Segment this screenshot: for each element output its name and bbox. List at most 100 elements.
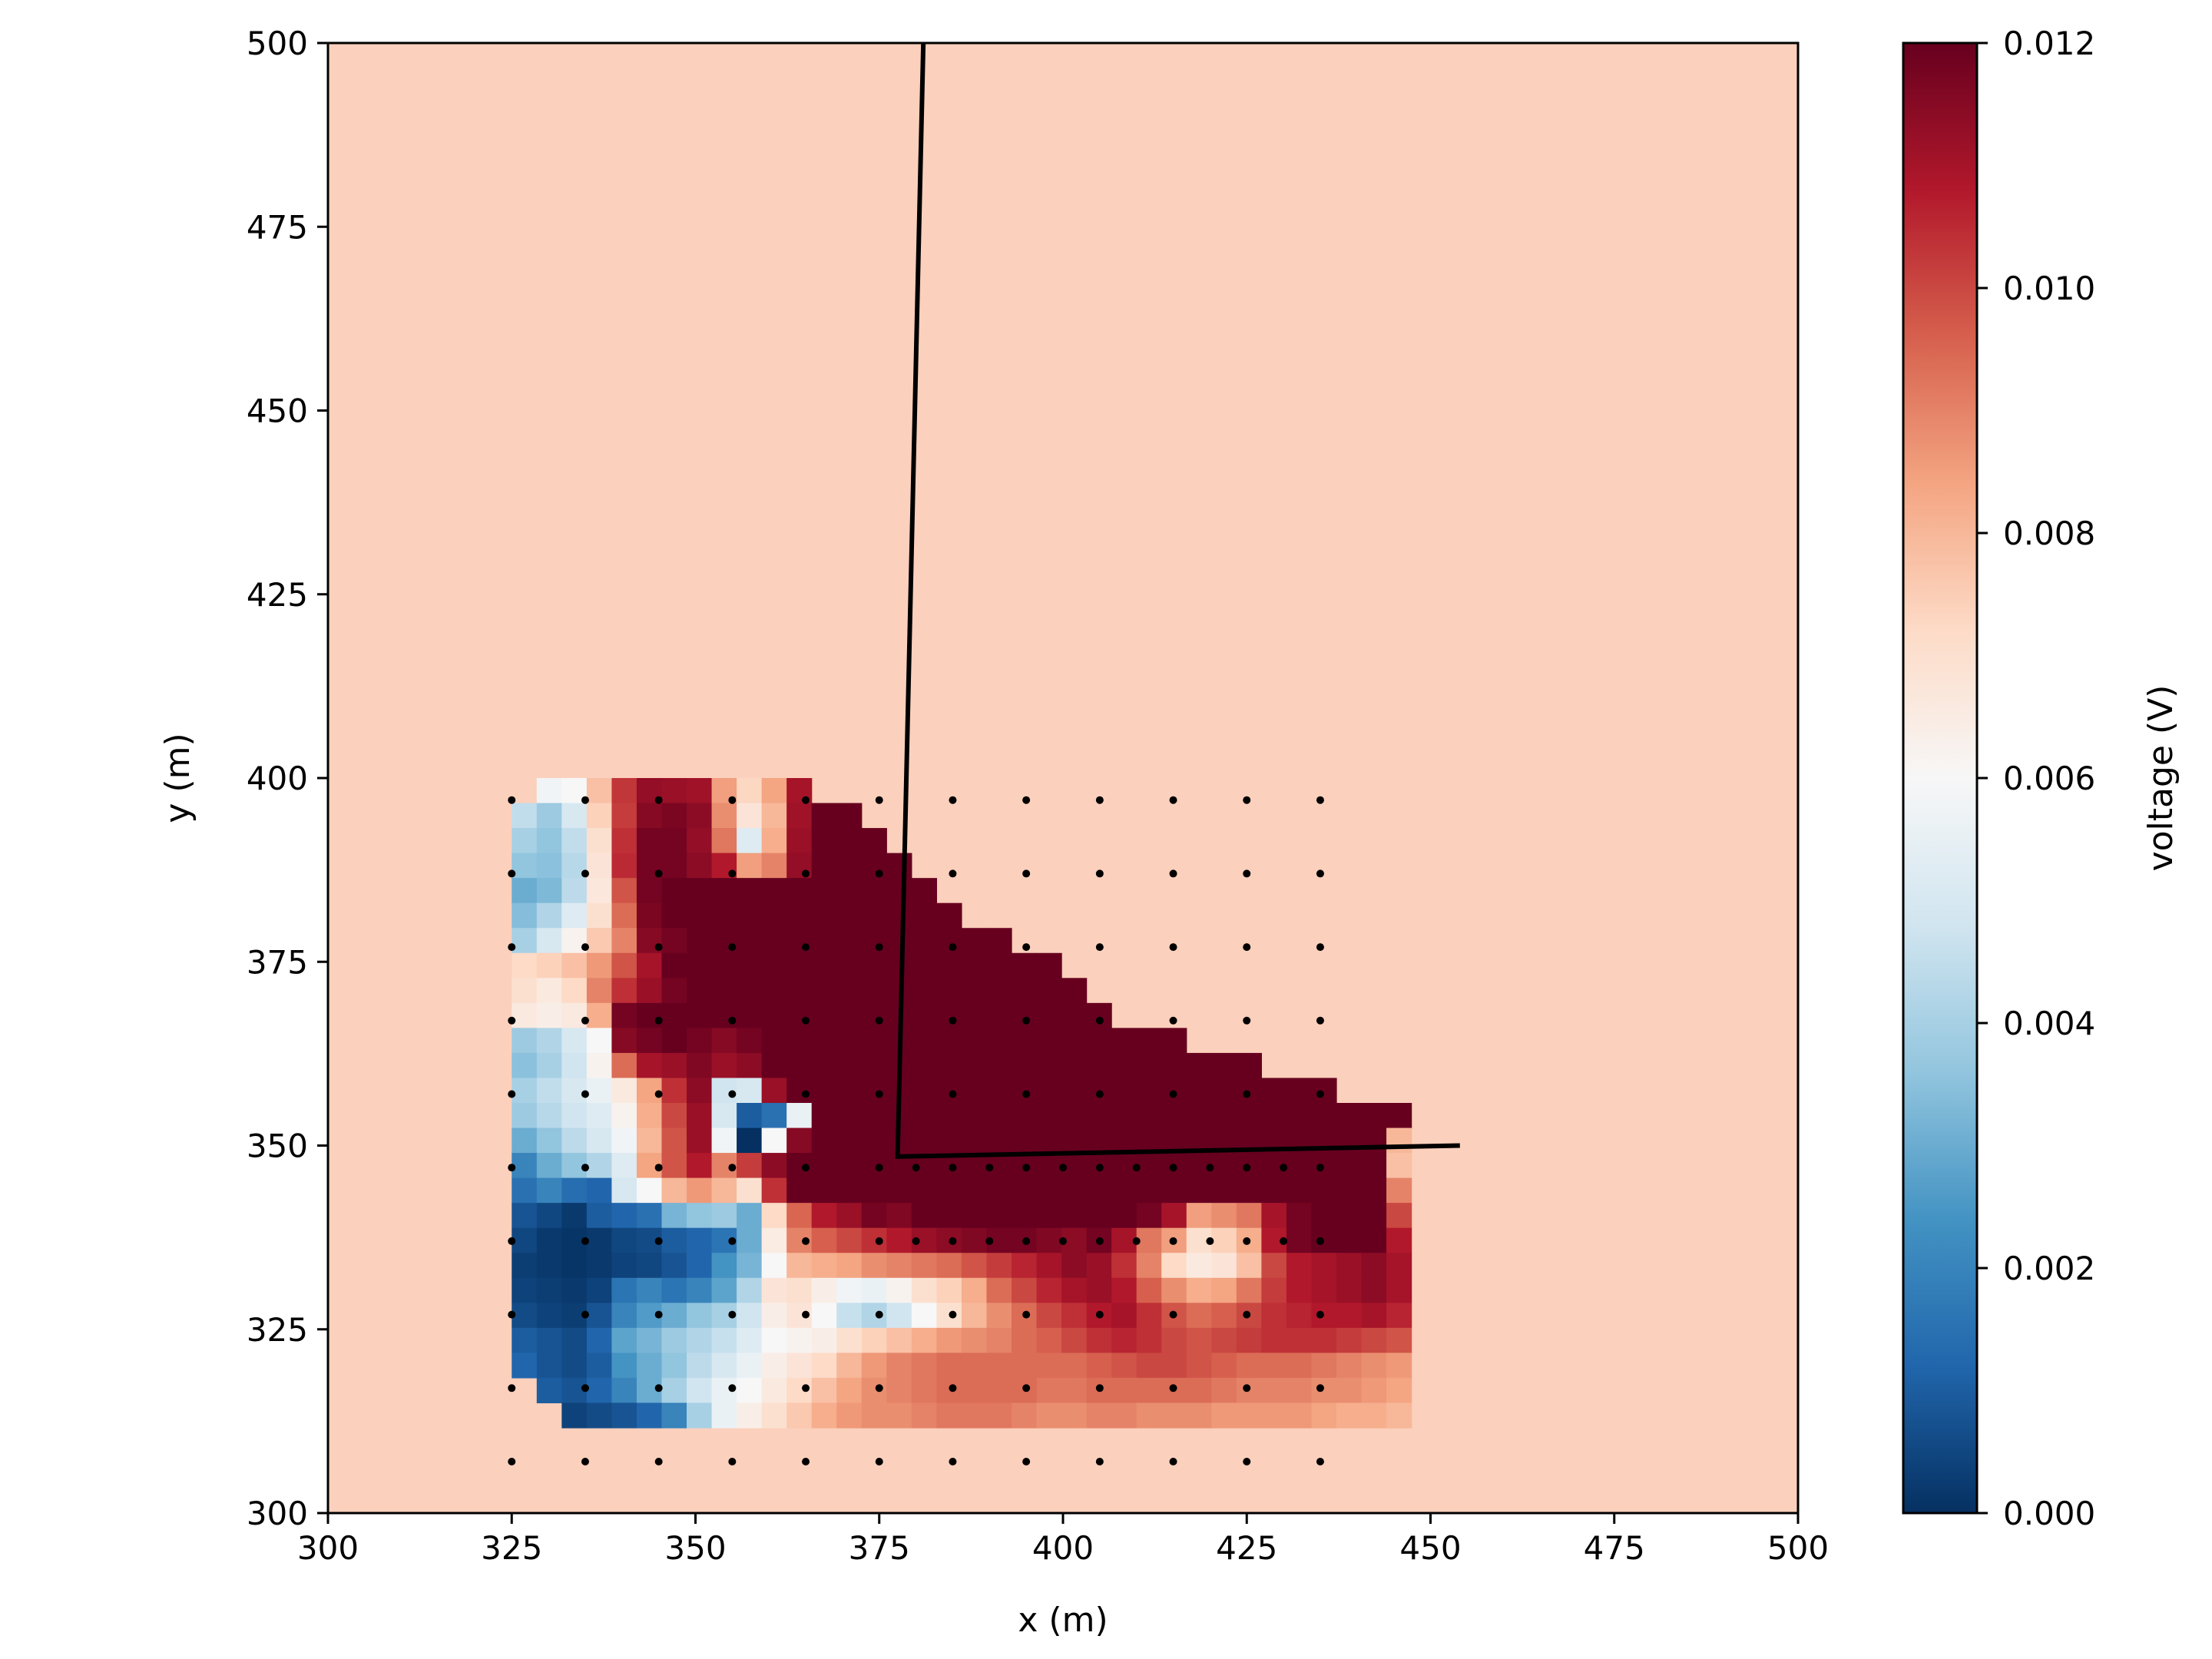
heatmap-cell — [961, 1402, 988, 1429]
heatmap-cell — [836, 928, 863, 954]
heatmap-cell — [536, 828, 562, 854]
heatmap-cell — [1286, 1102, 1313, 1129]
heatmap-cell — [861, 1353, 887, 1379]
heatmap-cell — [836, 902, 863, 929]
heatmap-cell — [512, 1253, 538, 1279]
heatmap-cell — [761, 1402, 787, 1429]
heatmap-cell — [1211, 1227, 1237, 1253]
heatmap-cell — [836, 1028, 863, 1054]
electrode-point — [949, 1090, 957, 1098]
colorbar-tick-label: 0.006 — [2003, 760, 2095, 797]
x-tick-label: 475 — [1584, 1529, 1645, 1567]
plot-area — [326, 41, 1800, 1515]
electrode-point — [1243, 1310, 1251, 1319]
heatmap-cell — [861, 1203, 887, 1229]
electrode-point — [1169, 869, 1177, 878]
heatmap-cell — [737, 1153, 763, 1179]
heatmap-cell — [561, 1402, 588, 1429]
heatmap-cell — [611, 1102, 637, 1129]
heatmap-cell — [536, 1203, 562, 1229]
electrode-point — [1169, 1384, 1177, 1392]
heatmap-cell — [1036, 1353, 1062, 1379]
electrode-point — [1022, 869, 1031, 878]
heatmap-cell — [536, 1253, 562, 1279]
electrode-point — [1132, 1164, 1141, 1172]
heatmap-cell — [586, 1203, 613, 1229]
heatmap-cell — [586, 1028, 613, 1054]
heatmap-cell — [561, 1078, 588, 1104]
heatmap-cell — [936, 1277, 962, 1303]
heatmap-cell — [1012, 1128, 1038, 1154]
electrode-point — [728, 1164, 737, 1172]
heatmap-cell — [1061, 1052, 1088, 1079]
heatmap-cell — [1261, 1203, 1287, 1229]
heatmap-cell — [561, 1203, 588, 1229]
heatmap-cell — [761, 1327, 787, 1353]
heatmap-cell — [986, 928, 1012, 954]
electrode-points — [508, 796, 1324, 1466]
heatmap-cell — [636, 1052, 663, 1079]
heatmap-cell — [1386, 1327, 1412, 1353]
heatmap-cell — [1236, 1327, 1262, 1353]
heatmap-cell — [611, 1028, 637, 1054]
heatmap-cell — [911, 878, 937, 904]
heatmap-cell — [761, 1353, 787, 1379]
heatmap-cell — [1261, 1177, 1287, 1204]
electrode-point — [1022, 1237, 1031, 1245]
heatmap-cell — [1336, 1277, 1363, 1303]
electrode-point — [728, 1310, 737, 1319]
heatmap-cell — [936, 1102, 962, 1129]
heatmap-cell — [711, 978, 737, 1004]
heatmap-cell — [512, 1327, 538, 1353]
heatmap-cell — [586, 952, 613, 979]
colorbar-tick-label: 0.012 — [2003, 25, 2095, 62]
heatmap-cell — [737, 902, 763, 929]
heatmap-cell — [936, 1377, 962, 1404]
heatmap-cell — [661, 853, 687, 879]
heatmap-cell — [586, 1177, 613, 1204]
heatmap-cell — [786, 828, 813, 854]
heatmap-cell — [1361, 1203, 1387, 1229]
electrode-point — [508, 1310, 516, 1319]
heatmap-cell — [1311, 1102, 1337, 1129]
heatmap-cell — [561, 902, 588, 929]
heatmap-cell — [1061, 1377, 1088, 1404]
heatmap-cell — [886, 1253, 912, 1279]
heatmap-cell — [1336, 1327, 1363, 1353]
electrode-point — [654, 1016, 663, 1025]
heatmap-cell — [536, 1303, 562, 1329]
heatmap-cell — [911, 1078, 937, 1104]
heatmap-cell — [1261, 1402, 1287, 1429]
heatmap-cell — [661, 1002, 687, 1028]
x-axis-label: x (m) — [1018, 1601, 1108, 1640]
heatmap-cell — [1386, 1253, 1412, 1279]
heatmap-cell — [1061, 978, 1088, 1004]
heatmap-cell — [1186, 1052, 1212, 1079]
x-axis: 300 325 350 375 400 425 450 475 500 — [297, 1513, 1829, 1567]
heatmap-cell — [561, 978, 588, 1004]
electrode-point — [875, 1310, 883, 1319]
heatmap-cell — [611, 853, 637, 879]
heatmap-cell — [861, 1277, 887, 1303]
heatmap-cell — [861, 1028, 887, 1054]
heatmap-cell — [636, 952, 663, 979]
heatmap-cell — [636, 978, 663, 1004]
heatmap-cell — [512, 828, 538, 854]
heatmap-cell — [1036, 978, 1062, 1004]
heatmap-cell — [1036, 1177, 1062, 1204]
heatmap-cell — [986, 1303, 1012, 1329]
heatmap-cell — [811, 1028, 837, 1054]
heatmap-cell — [786, 1402, 813, 1429]
heatmap-cell — [786, 902, 813, 929]
heatmap-cell — [811, 1377, 837, 1404]
heatmap-cell — [1211, 1377, 1237, 1404]
heatmap-cell — [737, 1227, 763, 1253]
colorbar-gradient — [1903, 43, 1977, 1513]
heatmap-cell — [861, 928, 887, 954]
heatmap-cell — [861, 1002, 887, 1028]
heatmap-cell — [737, 952, 763, 979]
heatmap-cell — [1111, 1052, 1137, 1079]
heatmap-cell — [986, 952, 1012, 979]
electrode-point — [802, 1016, 810, 1025]
heatmap-cell — [611, 1052, 637, 1079]
